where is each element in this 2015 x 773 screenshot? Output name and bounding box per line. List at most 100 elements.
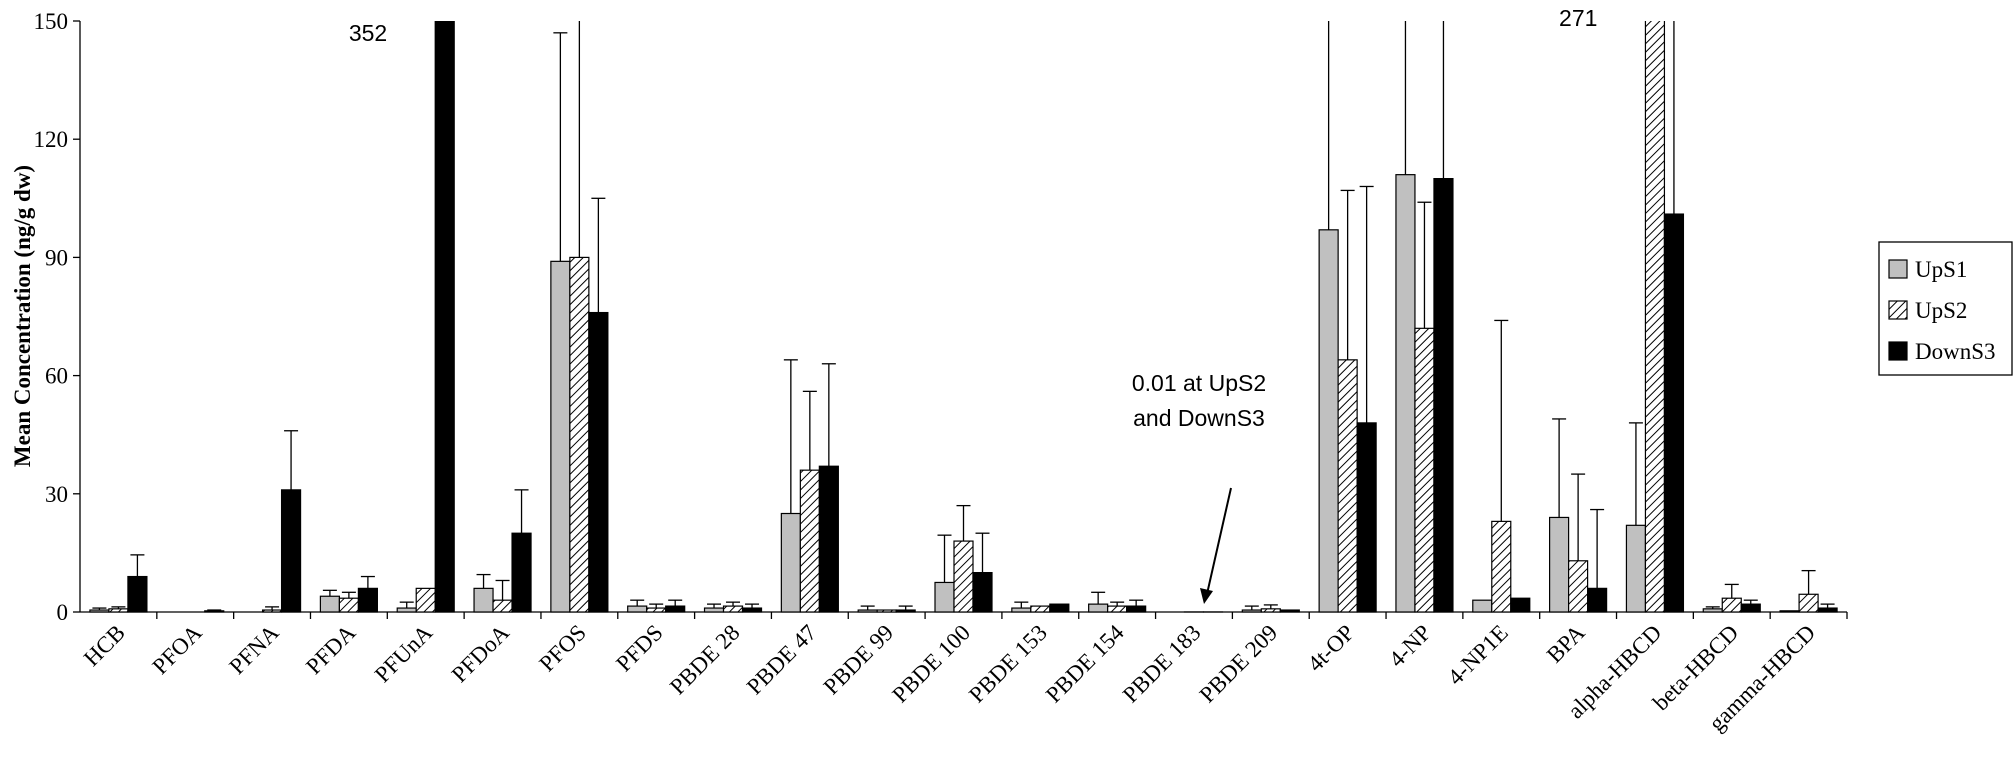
x-tick-label: PBDE 28 [665, 620, 745, 700]
error-bar [322, 589, 337, 597]
legend-swatch [1888, 300, 1908, 320]
bar [1491, 520, 1512, 613]
bar [953, 540, 974, 613]
x-tick-label: 4-NP [1384, 620, 1436, 672]
bar [646, 607, 667, 613]
bar [1260, 608, 1281, 613]
error-bar [956, 504, 971, 542]
error-bar [1590, 508, 1605, 589]
x-tick-label: 4t-OP [1303, 620, 1360, 677]
error-bar [1244, 605, 1259, 611]
bar [1779, 610, 1800, 613]
y-tick-label: 0 [57, 600, 69, 625]
error-bar [1014, 601, 1029, 609]
bar [1817, 607, 1838, 613]
error-bar [1327, 21, 1330, 230]
bar [1126, 605, 1147, 613]
bar [1030, 605, 1051, 613]
error-bar [630, 599, 645, 607]
bar [1510, 597, 1531, 613]
y-axis-label: Mean Concentration (ng/g dw) [10, 165, 35, 467]
error-bar [1129, 599, 1144, 607]
error-bar [578, 21, 581, 258]
bar [588, 311, 609, 613]
x-tick-label: PBDE 154 [1041, 620, 1129, 708]
x-tick-label: PFOA [148, 620, 208, 680]
error-bar [802, 390, 817, 471]
bar [1663, 213, 1685, 613]
bar [799, 469, 820, 613]
bar [1356, 422, 1377, 613]
bar [1798, 593, 1819, 613]
y-tick-label: 90 [45, 245, 68, 270]
bar [108, 608, 129, 613]
bar [1414, 327, 1435, 613]
x-tick-label: BPA [1542, 620, 1590, 668]
bar [338, 597, 359, 613]
error-bar [783, 359, 798, 514]
y-tick-label: 60 [45, 364, 68, 389]
plot-area [89, 21, 1838, 613]
bar [89, 609, 110, 613]
y-tick-label: 150 [34, 9, 69, 34]
error-bar [1705, 606, 1720, 609]
bar [1241, 609, 1262, 613]
error-bar [92, 607, 107, 611]
annotation: 0.01 at UpS2 [1132, 370, 1266, 396]
error-bar [360, 575, 375, 589]
error-bar [1404, 21, 1407, 175]
value-label: 271 [1559, 5, 1597, 31]
error-bar [1442, 21, 1445, 179]
legend-label: UpS2 [1915, 298, 1967, 323]
bar [1472, 599, 1493, 613]
error-bar [1091, 591, 1106, 605]
error-bar [1673, 21, 1675, 215]
error-bar [495, 579, 510, 601]
bar [473, 587, 494, 613]
error-bar [111, 606, 126, 609]
x-tick-label: 4-NP1E [1443, 620, 1513, 690]
error-bar [937, 534, 952, 583]
x-tick-label: PFDoA [447, 620, 515, 688]
x-tick-label: PBDE 100 [887, 620, 975, 708]
error-bar [975, 532, 990, 573]
arrow-head [1200, 588, 1213, 604]
bar [1395, 174, 1416, 613]
error-bar [591, 197, 606, 313]
y-tick-label: 30 [45, 482, 68, 507]
legend-label: DownS3 [1915, 339, 1996, 364]
error-bar [745, 603, 760, 609]
annotation-arrow [1206, 487, 1232, 595]
bar [357, 587, 378, 613]
y-tick-label: 120 [34, 127, 69, 152]
bar [1433, 178, 1454, 613]
error-bar [860, 605, 875, 611]
bar [1318, 229, 1339, 613]
x-tick-label: HCB [79, 620, 130, 671]
error-bar [1552, 418, 1567, 518]
x-tick-label: PFUnA [370, 620, 438, 688]
bar [569, 256, 590, 613]
bar [434, 21, 455, 613]
bar [396, 607, 417, 613]
value-label: 352 [349, 20, 387, 46]
error-bar [821, 363, 836, 467]
error-bar [476, 573, 491, 589]
error-bar [284, 430, 299, 490]
bar [1049, 603, 1070, 613]
bar [972, 571, 993, 613]
error-bar [553, 32, 568, 262]
bar [204, 610, 225, 613]
error-bar [707, 603, 722, 609]
bar [665, 605, 686, 613]
legend-label: UpS1 [1915, 257, 1967, 282]
bar [1337, 359, 1358, 613]
error-bar [341, 591, 356, 599]
error-bar [1801, 569, 1816, 595]
legend-swatch [1888, 341, 1908, 361]
bar [1644, 21, 1666, 613]
bar [703, 607, 725, 613]
error-bar [668, 599, 683, 607]
error-bar [265, 606, 280, 611]
